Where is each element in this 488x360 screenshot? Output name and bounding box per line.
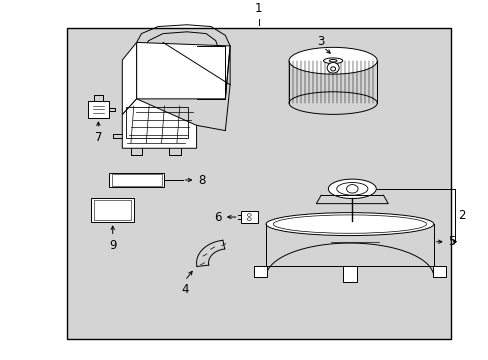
- Polygon shape: [122, 99, 196, 148]
- Bar: [94, 200, 131, 220]
- Bar: [342, 266, 356, 282]
- Polygon shape: [137, 42, 230, 99]
- Text: 1: 1: [255, 2, 262, 15]
- Bar: [111, 174, 162, 186]
- Ellipse shape: [323, 58, 342, 64]
- FancyBboxPatch shape: [88, 100, 109, 118]
- Circle shape: [247, 218, 251, 221]
- Ellipse shape: [273, 215, 426, 233]
- Text: 5: 5: [447, 235, 455, 248]
- Circle shape: [247, 213, 251, 216]
- Text: 8: 8: [197, 174, 205, 186]
- Ellipse shape: [330, 67, 335, 71]
- Text: 3: 3: [317, 35, 324, 48]
- Ellipse shape: [265, 213, 433, 235]
- Ellipse shape: [336, 183, 367, 195]
- Ellipse shape: [327, 179, 376, 198]
- Ellipse shape: [328, 59, 336, 62]
- Text: 7: 7: [94, 131, 102, 144]
- Bar: [432, 266, 445, 277]
- Ellipse shape: [288, 48, 376, 74]
- Bar: [91, 198, 134, 222]
- Text: 4: 4: [181, 283, 188, 296]
- Bar: [109, 172, 164, 188]
- Ellipse shape: [288, 92, 376, 114]
- Text: 9: 9: [109, 239, 116, 252]
- Bar: [254, 266, 266, 277]
- Bar: [125, 107, 187, 138]
- Circle shape: [346, 185, 357, 193]
- Text: 6: 6: [214, 211, 221, 224]
- Polygon shape: [122, 42, 137, 115]
- Bar: [67, 28, 449, 339]
- Ellipse shape: [326, 63, 339, 73]
- Bar: [240, 211, 257, 223]
- Text: 2: 2: [457, 209, 464, 222]
